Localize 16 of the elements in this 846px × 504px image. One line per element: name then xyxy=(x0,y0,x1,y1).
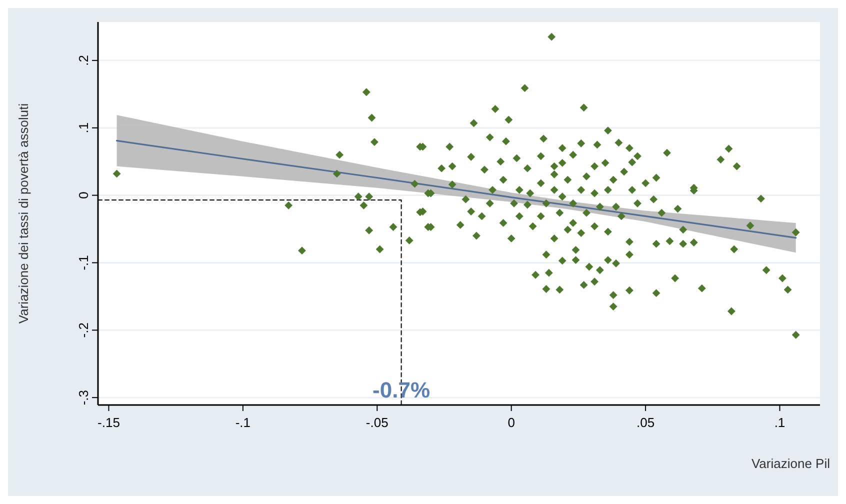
y-tick-label: .1 xyxy=(76,122,91,134)
y-tick-label: -.1 xyxy=(76,255,91,270)
y-tick-label: -.3 xyxy=(76,390,91,406)
x-axis-title: Variazione Pil xyxy=(751,456,830,471)
line-series xyxy=(116,140,797,239)
x-tick-label: -.15 xyxy=(98,415,120,430)
annotation: -0.7% xyxy=(372,378,430,403)
x-tick-label: -.05 xyxy=(366,415,388,430)
y-tick-label: 0 xyxy=(76,192,91,199)
x-tick-label: -.1 xyxy=(235,415,251,430)
x-tick-label: .1 xyxy=(774,415,786,430)
y-axis-title: Variazione dei tassi di povertà assoluti xyxy=(16,103,31,324)
x-tick-label: .05 xyxy=(636,415,655,430)
y-tick-label: -.2 xyxy=(76,322,91,338)
x-tick-label: 0 xyxy=(508,415,515,430)
y-tick-label: .2 xyxy=(76,55,91,66)
